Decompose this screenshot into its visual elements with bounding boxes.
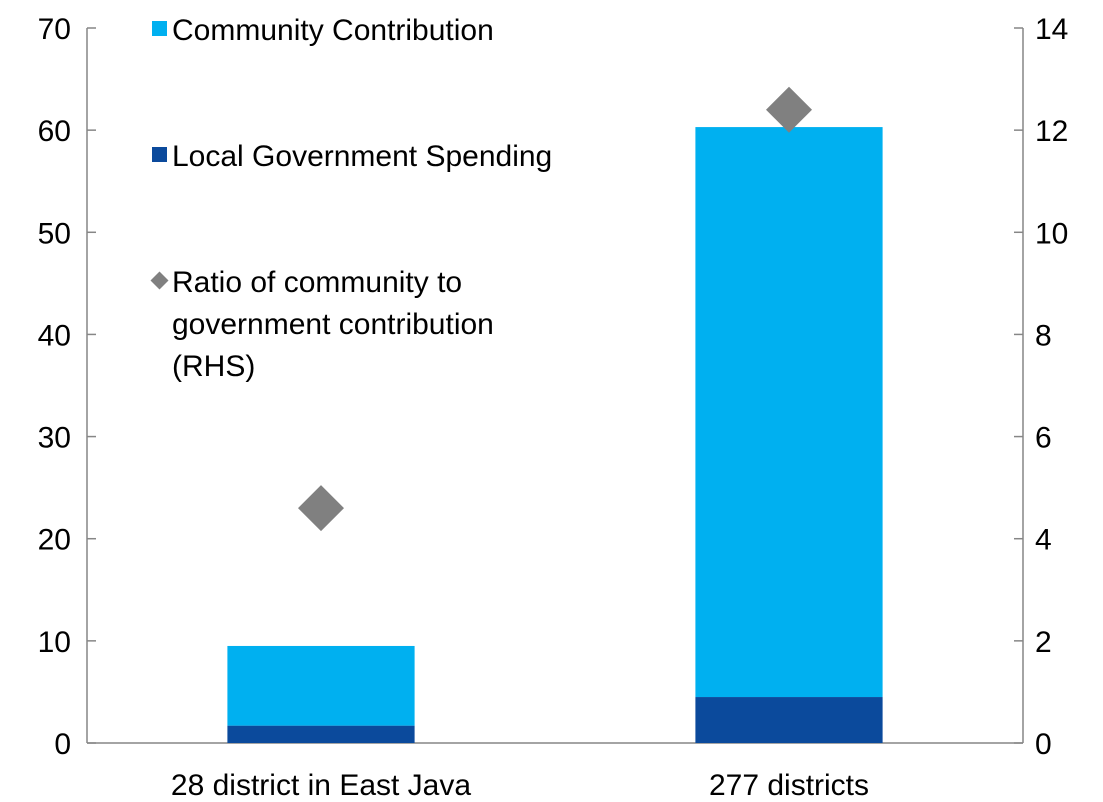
legend-label: Local Government Spending (172, 140, 552, 173)
legend-swatch (152, 147, 167, 162)
left-tick-label: 10 (38, 626, 71, 659)
right-axis-ticks: 0 2 4 6 8 10 12 14 (1014, 13, 1068, 761)
right-tick-label: 10 (1035, 217, 1068, 250)
right-tick-label: 14 (1035, 13, 1068, 46)
right-tick-label: 4 (1035, 524, 1052, 557)
right-tick-label: 12 (1035, 115, 1068, 148)
ratio-markers (298, 86, 812, 532)
right-tick-label: 2 (1035, 626, 1052, 659)
right-tick-label: 8 (1035, 319, 1052, 352)
bar-community-contribution (227, 645, 415, 726)
bar-community-contribution (695, 127, 883, 698)
legend-swatch (152, 21, 167, 36)
right-tick-label: 6 (1035, 422, 1052, 455)
left-tick-label: 60 (38, 115, 71, 148)
left-tick-label: 40 (38, 319, 71, 352)
bar-local-government-spending (227, 725, 415, 743)
bar-local-government-spending (695, 697, 883, 743)
legend: Community Contribution Local Government S… (150, 14, 552, 383)
ratio-marker (766, 86, 812, 133)
right-tick-label: 0 (1035, 728, 1052, 761)
ratio-marker (298, 485, 344, 532)
legend-label: Ratio of community to (172, 266, 462, 299)
left-tick-label: 70 (38, 13, 71, 46)
legend-label: Community Contribution (172, 14, 494, 47)
left-tick-label: 30 (38, 422, 71, 455)
left-tick-label: 50 (38, 217, 71, 250)
left-axis-ticks: 0 10 20 30 40 50 60 70 (38, 13, 96, 761)
left-tick-label: 0 (54, 728, 71, 761)
legend-label: government contribution (172, 308, 494, 341)
legend-diamond (150, 271, 169, 290)
category-labels: 28 district in East Java 277 districts (171, 769, 869, 802)
bar-group (227, 127, 883, 743)
legend-label: (RHS) (172, 350, 255, 383)
category-label: 28 district in East Java (171, 769, 471, 802)
left-tick-label: 20 (38, 524, 71, 557)
category-label: 277 districts (709, 769, 869, 802)
